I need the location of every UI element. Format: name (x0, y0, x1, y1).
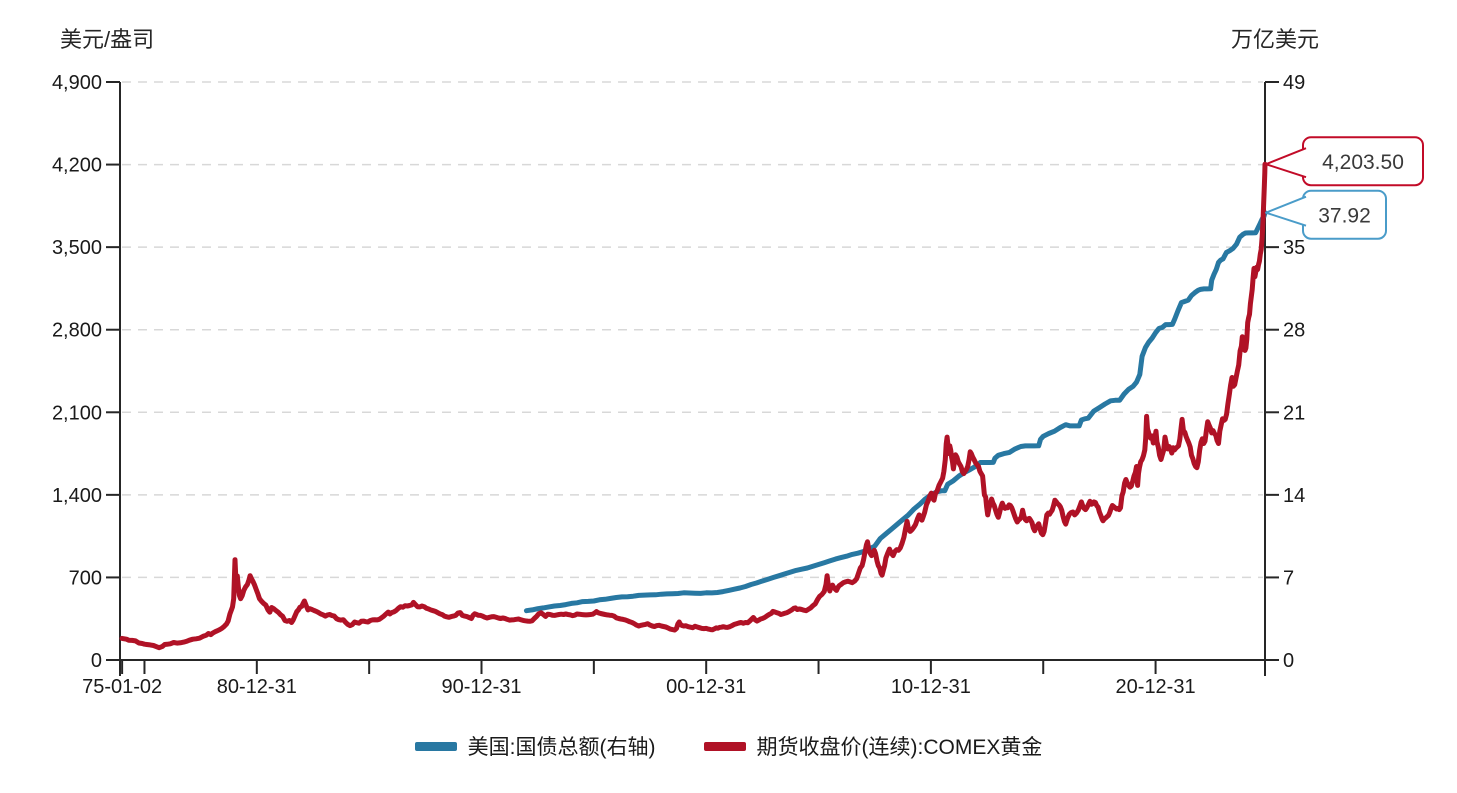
left-axis-tick-label: 2,800 (52, 320, 102, 342)
legend-label-comex-gold: 期货收盘价(连续):COMEX黄金 (756, 736, 1043, 759)
left-axis-title: 美元/盎司 (60, 27, 155, 52)
left-axis-tick-label: 3,500 (52, 237, 102, 259)
callout-arrow (1265, 147, 1307, 179)
left-axis-tick-label: 700 (69, 567, 102, 589)
legend-item-comex-gold[interactable]: 期货收盘价(连续):COMEX黄金 (703, 731, 1043, 761)
debt-series-line (523, 210, 1268, 614)
left-axis-tick-label: 4,200 (52, 155, 102, 177)
left-axis-tick-label: 1,400 (52, 485, 102, 507)
debt-end-value: 37.92 (1318, 205, 1371, 228)
right-axis-tick-label: 28 (1283, 320, 1305, 342)
right-axis-tick-label: 35 (1283, 237, 1305, 259)
right-axis-tick-label: 14 (1283, 485, 1305, 507)
legend-item-us-debt[interactable]: 美国:国债总额(右轴) (414, 731, 656, 761)
x-axis-tick-label: 00-12-31 (666, 676, 746, 698)
x-axis-tick-label: 90-12-31 (441, 676, 521, 698)
x-axis-tick-label: 20-12-31 (1116, 676, 1196, 698)
right-axis-tick-label: 21 (1283, 402, 1305, 424)
right-axis-tick-label: 7 (1283, 567, 1294, 589)
left-axis-tick-label: 0 (91, 650, 102, 672)
x-axis-tick-label: 10-12-31 (891, 676, 971, 698)
plot-area: 0 700 1,400 2,100 2,800 3,500 4,200 4,900 0 7 14 21… (52, 72, 1424, 698)
x-axis-tick-label: 75-01-02 (82, 676, 162, 698)
right-axis-tick-label: 49 (1283, 72, 1305, 94)
right-axis-title: 万亿美元 (1230, 27, 1319, 52)
left-axis-tick-label: 4,900 (52, 72, 102, 94)
x-axis-tick-label: 80-12-31 (217, 676, 297, 698)
legend: 美国:国债总额(右轴) 期货收盘价(连续):COMEX黄金 (0, 731, 1457, 761)
callout-arrow (1265, 195, 1307, 227)
gold-series-line (119, 161, 1268, 651)
gold-series-swatch (703, 741, 746, 751)
legend-label-us-debt: 美国:国债总额(右轴) (467, 736, 656, 759)
right-axis-tick-label: 0 (1283, 650, 1294, 672)
gold-end-value: 4,203.50 (1322, 151, 1404, 174)
left-axis-tick-label: 2,100 (52, 402, 102, 424)
debt-series-swatch (414, 741, 457, 751)
